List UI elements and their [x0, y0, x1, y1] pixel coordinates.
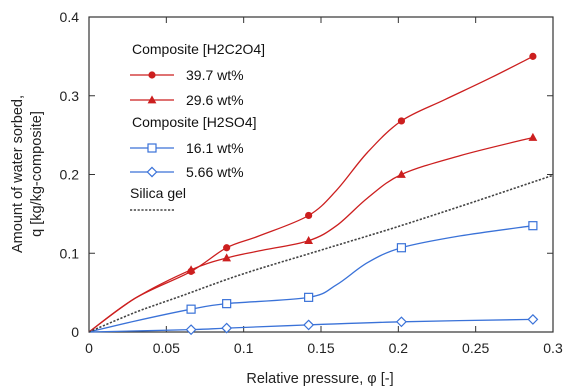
series-line-4: [88, 174, 554, 333]
legend-marker-0: [148, 71, 156, 79]
y-tick-label: 0: [71, 324, 79, 340]
legend-label-2: 16.1 wt%: [186, 140, 244, 156]
series-markers: [185, 52, 539, 336]
x-tick-label: 0.3: [543, 340, 563, 356]
data-point-3-1: [221, 322, 233, 334]
y-tick-label: 0.4: [60, 9, 80, 25]
legend-label-0: 39.7 wt%: [186, 67, 244, 83]
data-point-0-4: [529, 52, 537, 60]
legend-group-header: Composite [H2SO4]: [132, 114, 257, 130]
y-tick-label: 0.3: [60, 88, 80, 104]
data-point-3-4: [527, 313, 539, 325]
legend-marker-3: [146, 166, 158, 178]
x-tick-label: 0.15: [307, 340, 334, 356]
axis-ticks: 0 0.05 0.1 0.15 0.2 0.25 0.3 0 0.1 0.2 0.3 0.4: [60, 9, 563, 356]
data-point-3-2: [303, 319, 315, 331]
data-point-2-1: [222, 299, 232, 309]
legend-label-1: 29.6 wt%: [186, 92, 244, 108]
data-point-3-0: [185, 324, 197, 336]
legend-group-header: Composite [H2C2O4]: [132, 41, 265, 57]
data-point-0-3: [397, 117, 406, 125]
data-point-2-3: [396, 243, 407, 253]
x-tick-label: 0.2: [389, 340, 409, 356]
data-point-3-3: [395, 316, 407, 328]
data-point-1-4: [528, 132, 538, 141]
series-line-2: [88, 225, 533, 333]
legend-marker-2: [147, 143, 157, 153]
legend: Composite [H2C2O4] 39.7 wt% 29.6 wt% Compos…: [130, 41, 265, 211]
legend-marker-1: [147, 95, 157, 104]
data-point-0-1: [223, 244, 231, 252]
data-point-1-3: [397, 169, 406, 178]
data-point-0-2: [305, 211, 313, 220]
legend-label-4: Silica gel: [130, 185, 186, 201]
data-point-1-2: [304, 236, 314, 245]
data-point-2-0: [186, 304, 196, 314]
y-tick-label: 0.2: [60, 167, 80, 183]
data-point-2-4: [528, 221, 538, 231]
data-point-1-0: [186, 265, 196, 274]
series-line-3: [88, 318, 533, 333]
x-tick-label: 0: [85, 340, 93, 356]
y-tick-label: 0.1: [60, 245, 80, 261]
data-point-1-1: [222, 253, 232, 262]
series-line-0: [88, 55, 534, 333]
y-axis-title-line2: q [kg/kg-composite]: [29, 111, 45, 237]
x-axis-title: Relative pressure, φ [-]: [246, 371, 393, 387]
legend-label-3: 5.66 wt%: [186, 164, 244, 180]
data-point-2-2: [304, 292, 314, 302]
x-tick-label: 0.05: [153, 340, 180, 356]
x-tick-label: 0.25: [462, 340, 489, 356]
y-axis-title-line1: Amount of water sorbed,: [10, 95, 26, 253]
x-tick-label: 0.1: [234, 340, 254, 356]
